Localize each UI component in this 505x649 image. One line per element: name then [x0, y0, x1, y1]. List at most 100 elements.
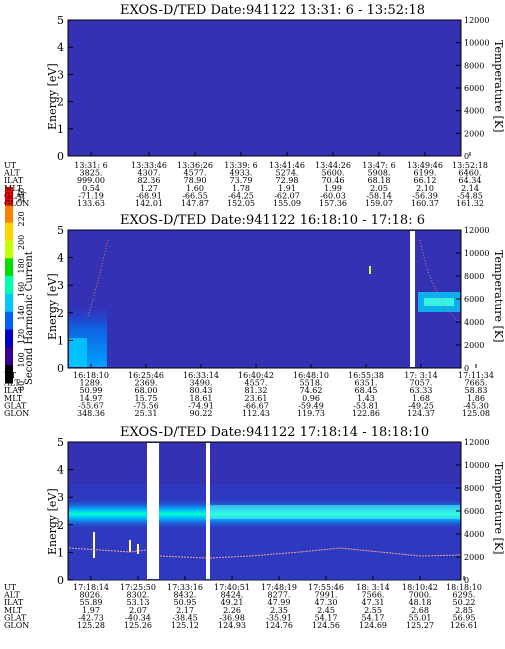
- panel-2-plot: [67, 229, 462, 369]
- orbit-cell: 1.97: [82, 606, 100, 615]
- colorbar-tick-label: 140: [17, 305, 26, 320]
- orbit-cell: 124.76: [265, 621, 293, 630]
- orbit-cell: 0.54: [82, 184, 100, 193]
- orbit-cell: 7665.: [465, 379, 488, 388]
- orbit-cell: 13:33:46: [131, 161, 167, 170]
- orbit-cell: 58.83: [465, 386, 488, 395]
- orbit-cell: 4577.: [184, 169, 207, 178]
- ytick-label: 5: [57, 436, 64, 449]
- orbit-cell: 23.61: [245, 394, 268, 403]
- orbit-row-label: MLT: [4, 606, 23, 615]
- orbit-cell: 50.95: [174, 598, 197, 607]
- orbit-row-label: UT: [4, 371, 17, 380]
- orbit-cell: 125.12: [171, 621, 199, 630]
- orbit-row-label: ALT: [3, 169, 20, 178]
- data-gap: [410, 231, 415, 367]
- panel-2-title: EXOS-D/TED Date:941122 16:18:10 - 17:18:…: [120, 213, 425, 228]
- orbit-cell: 17:18:14: [73, 583, 109, 592]
- orbit-cell: 47.31: [362, 598, 385, 607]
- orbit-cell: -54.85: [457, 191, 483, 200]
- data-gap-2: [206, 443, 210, 579]
- colorbar-tick-label: 100: [17, 352, 26, 367]
- orbit-cell: 999.00: [77, 176, 105, 185]
- orbit-cell: 1.99: [324, 184, 342, 193]
- orbit-cell: 125.28: [77, 621, 105, 630]
- orbit-cell: 16:55:38: [348, 371, 384, 380]
- colorbar-swatch: [5, 329, 13, 348]
- orbit-cell: 17:11:34: [458, 371, 494, 380]
- orbit-cell: 124.37: [407, 409, 435, 418]
- orbit-cell: 2369.: [135, 379, 158, 388]
- panel-3-title: EXOS-D/TED Date:941122 17:18:14 - 18:18:…: [120, 425, 429, 440]
- spike-2: [129, 540, 131, 552]
- orbit-cell: 17:33:16: [167, 583, 203, 592]
- panel-2-features: [69, 231, 461, 367]
- ytick-right-label: 10000: [464, 39, 489, 48]
- orbit-cell: 70.46: [322, 176, 345, 185]
- orbit-cell: 54.17: [315, 613, 338, 622]
- ytick-label: 3: [57, 491, 64, 504]
- orbit-row-label: ALT: [3, 591, 20, 600]
- ytick-label: 2: [57, 307, 64, 320]
- ytick-right-label: 12000: [464, 438, 489, 447]
- ytick-right-label: 8000: [464, 272, 484, 281]
- orbit-cell: -74.91: [188, 401, 214, 410]
- orbit-cell: 2.45: [317, 606, 335, 615]
- orbit-cell: 18.61: [190, 394, 213, 403]
- orbit-cell: 48.18: [409, 598, 432, 607]
- ytick-right-label: 4000: [464, 318, 484, 327]
- orbit-cell: 2.35: [270, 606, 288, 615]
- orbit-cell: 68.18: [368, 176, 391, 185]
- orbit-cell: 81.32: [245, 386, 268, 395]
- orbit-cell: 82.36: [138, 176, 161, 185]
- orbit-cell: 16:18:10: [73, 371, 109, 380]
- panel-3-ylabel-right: Temperature [K]: [492, 462, 505, 554]
- orbit-cell: 3490.: [190, 379, 213, 388]
- ytick-label: 3: [57, 279, 64, 292]
- colorbar-tick-label: 200: [17, 235, 26, 250]
- orbit-row-label: UT: [4, 583, 17, 592]
- spike-3: [137, 544, 139, 554]
- orbit-cell: 124.56: [312, 621, 340, 630]
- orbit-cell: 125.27: [406, 621, 434, 630]
- orbit-cell: 68.00: [135, 386, 158, 395]
- orbit-cell: 6199.: [414, 169, 437, 178]
- orbit-row-label: MLT: [4, 394, 23, 403]
- orbit-cell: 7000.: [409, 591, 432, 600]
- orbit-cell: 133.63: [77, 199, 105, 208]
- orbit-cell: -42.73: [78, 613, 104, 622]
- temperature-trace-1: [87, 239, 109, 317]
- orbit-row-label: GLON: [4, 409, 29, 418]
- orbit-cell: 147.87: [181, 199, 209, 208]
- orbit-cell: 16:33:14: [183, 371, 219, 380]
- orbit-cell: 1.27: [140, 184, 158, 193]
- orbit-cell: -68.91: [136, 191, 162, 200]
- orbit-cell: 56.95: [453, 613, 476, 622]
- ytick-label: 4: [57, 464, 64, 477]
- orbit-cell: 7057.: [410, 379, 433, 388]
- orbit-cell: 13:31: 6: [74, 161, 107, 170]
- low-energy-core: [69, 338, 87, 367]
- orbit-cell: 25.31: [135, 409, 158, 418]
- colorbar-swatch: [5, 365, 13, 384]
- band-feature-core: [424, 298, 454, 306]
- ytick-label: 5: [57, 224, 64, 237]
- orbit-row-label: ILAT: [4, 176, 24, 185]
- orbit-cell: 17: 3:14: [404, 371, 437, 380]
- orbit-cell: 2.26: [223, 606, 241, 615]
- orbit-cell: 47.99: [268, 598, 291, 607]
- orbit-row-label: GLAT: [4, 401, 27, 410]
- orbit-cell: 2.68: [411, 606, 429, 615]
- orbit-cell: 8277.: [268, 591, 291, 600]
- orbit-row-label: ILAT: [4, 386, 24, 395]
- orbit-cell: 142.01: [135, 199, 163, 208]
- colorbar-swatch: [5, 258, 13, 277]
- orbit-cell: -40.34: [125, 613, 151, 622]
- orbit-cell: 16:48:10: [293, 371, 329, 380]
- panel-2: EXOS-D/TED Date:941122 16:18:10 - 17:18:…: [3, 213, 505, 418]
- orbit-cell: 152.05: [227, 199, 255, 208]
- orbit-cell: 17:40:51: [214, 583, 250, 592]
- orbit-cell: 16:25:46: [128, 371, 164, 380]
- orbit-cell: 68.45: [355, 386, 378, 395]
